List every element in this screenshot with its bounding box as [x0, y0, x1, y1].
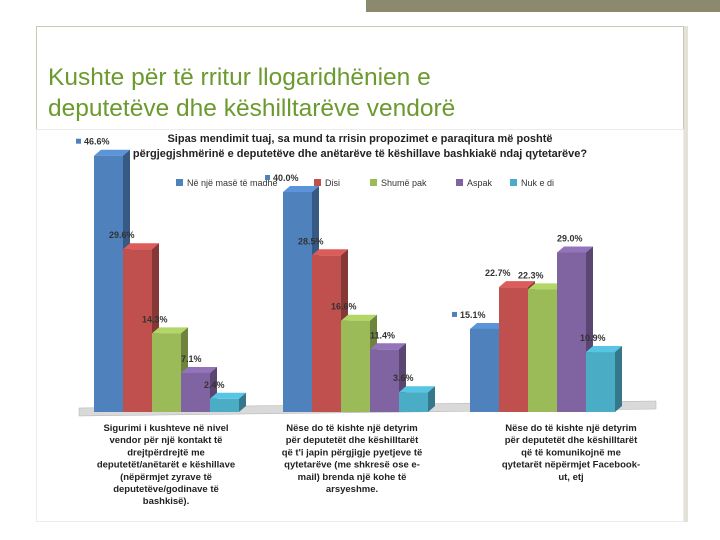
bar	[152, 333, 181, 412]
bar-chart: Sipas mendimit tuaj, sa mund ta rrisin p…	[35, 128, 685, 523]
bar	[283, 192, 312, 412]
bar-top	[210, 392, 246, 399]
data-label: 10.9%	[580, 333, 606, 343]
category-label-line: vendor për një kontakt të	[110, 435, 223, 446]
data-label: 22.3%	[518, 270, 544, 280]
bar-top	[557, 246, 593, 253]
bar	[528, 289, 557, 412]
bar-side	[615, 346, 622, 412]
data-label-marker	[76, 138, 81, 144]
legend-swatch	[370, 179, 377, 186]
legend-label: Në një masë të madhe	[187, 178, 278, 188]
bar	[470, 328, 499, 412]
data-label: 29.0%	[557, 234, 583, 244]
slide-title: Kushte për të rritur llogaridhënien e de…	[48, 62, 668, 124]
category-label-line: (nëpërmjet zyrave të	[120, 472, 212, 483]
bar-top	[586, 346, 622, 353]
data-label: 46.6%	[84, 137, 110, 147]
data-label: 22.7%	[485, 268, 511, 278]
bar-group	[94, 149, 622, 412]
category-label-line: deputetët/anëtarët e këshillave	[97, 460, 235, 471]
bar-side	[239, 392, 246, 412]
bar	[181, 372, 210, 412]
bar-top	[181, 366, 217, 373]
category-label-line: që t'i japin përgjigje pyetjeve të	[282, 447, 423, 458]
data-label: 3.6%	[393, 373, 414, 383]
bar-top	[123, 243, 159, 250]
bar	[586, 352, 615, 412]
category-label-line: drejtpërdrejtë me	[127, 447, 205, 458]
slide-title-line-1: Kushte për të rritur llogaridhënien e	[48, 64, 431, 91]
bar-top	[283, 186, 319, 192]
data-label: 14.3%	[142, 314, 168, 324]
bar-top	[341, 314, 377, 321]
bar-top	[370, 343, 406, 350]
category-label-line: mail) brenda një kohe të	[298, 472, 407, 483]
bar	[399, 392, 428, 412]
bar	[499, 287, 528, 412]
bar-side	[428, 386, 435, 412]
bar	[123, 249, 152, 412]
bar	[210, 398, 239, 412]
bar	[94, 155, 123, 412]
data-label-group: 46.6% 29.6% 14.3% 7.1% 2.4% 40.0% 28.5% 16.6% 11…	[76, 137, 606, 390]
bar	[312, 255, 341, 412]
bar-top	[94, 149, 130, 156]
category-label-line: qytetarët nëpërmjet Facebook-	[502, 460, 640, 471]
bar-top	[499, 281, 535, 288]
data-label: 15.1%	[460, 310, 486, 320]
bar-top	[399, 386, 435, 393]
slide-title-line-2: deputetëve dhe këshilltarëve vendorë	[48, 95, 456, 122]
category-label-line: arsyeshme.	[326, 484, 378, 495]
category-label-line: Sigurimi i kushteve në nivel	[103, 423, 228, 434]
bar	[557, 252, 586, 412]
slide-frame-shadow	[684, 26, 688, 522]
chart-title-line-2: përgjegjshmërinë e deputetëve dhe anëtar…	[133, 148, 588, 160]
legend-label: Aspak	[467, 178, 493, 188]
bar-top	[528, 283, 564, 290]
bar	[370, 349, 399, 412]
category-label-line: ut, etj	[558, 472, 583, 483]
category-label-line: për deputetët dhe këshilltarët	[286, 435, 419, 446]
category-label-line: qytetarëve (me shkresë ose e-	[284, 460, 420, 471]
legend-swatch	[510, 179, 517, 186]
chart-area: Sipas mendimit tuaj, sa mund ta rrisin p…	[35, 128, 685, 523]
category-label-line: Nëse do të kishte një detyrim	[286, 423, 417, 434]
category-label-line: Nëse do të kishte një detyrim	[505, 423, 636, 434]
data-label: 7.1%	[181, 354, 202, 364]
data-label: 40.0%	[273, 173, 299, 183]
legend-label: Disi	[325, 178, 340, 188]
bar	[341, 320, 370, 412]
decorative-corner-box	[366, 0, 720, 12]
bar-top	[152, 327, 188, 334]
data-label-marker	[265, 175, 270, 180]
data-label: 16.6%	[331, 302, 357, 312]
data-label: 11.4%	[370, 330, 395, 340]
data-label: 29.6%	[109, 230, 135, 240]
category-label-line: deputetëve/godinave të	[113, 484, 219, 495]
chart-title-line-1: Sipas mendimit tuaj, sa mund ta rrisin p…	[167, 133, 552, 145]
legend-label: Shumë pak	[381, 178, 427, 188]
category-label-line: bashkisë).	[143, 496, 189, 507]
data-label-marker	[452, 311, 457, 317]
category-label-line: që të komunikojnë me	[521, 447, 621, 458]
legend-swatch	[314, 179, 321, 186]
chart-legend: Në një masë të madhe Disi Shumë pak Aspak Nu…	[176, 178, 554, 188]
bar-top	[470, 322, 506, 329]
bar-top	[312, 249, 348, 256]
legend-swatch	[456, 179, 463, 186]
legend-label: Nuk e di	[521, 178, 554, 188]
legend-swatch	[176, 179, 183, 186]
data-label: 28.5%	[298, 236, 324, 246]
category-label-line: për deputetët dhe këshilltarët	[505, 435, 638, 446]
data-label: 2.4%	[204, 380, 225, 390]
